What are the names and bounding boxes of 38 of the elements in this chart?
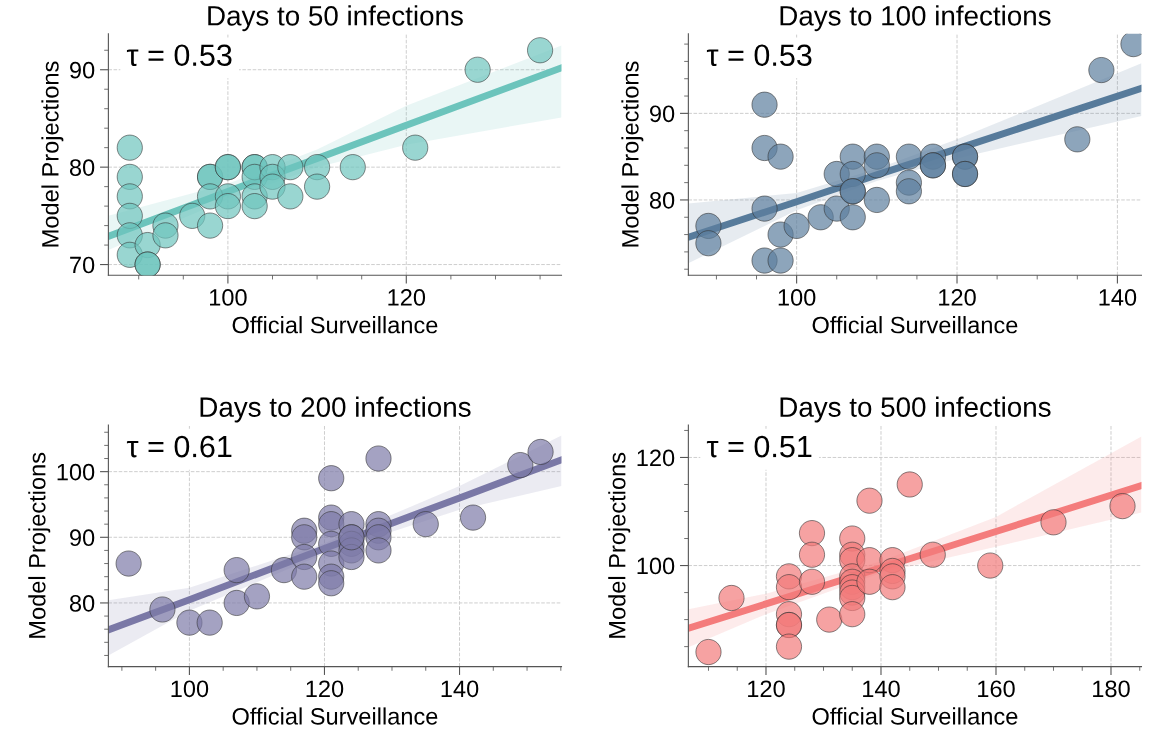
x-axis-title: Official Surveillance xyxy=(232,316,438,334)
chart-title: Days to 50 infections xyxy=(208,5,463,32)
y-tick-label: 100 xyxy=(57,463,95,481)
x-tick-label: 120 xyxy=(748,680,785,698)
y-axis-title: Model Projections xyxy=(41,61,64,247)
y-tick-label: 90 xyxy=(70,529,95,547)
y-axis-title: Model Projections xyxy=(28,452,51,638)
y-tick-label: 100 xyxy=(637,557,675,575)
y-tick-label: 80 xyxy=(69,595,95,612)
annotation: τ = 0.61 xyxy=(126,435,232,458)
chart-title: Days to 100 infections xyxy=(780,5,1051,32)
x-axis-title: Official Surveillance xyxy=(812,316,1018,334)
x-tick-label: 140 xyxy=(1099,289,1137,306)
annotation: τ = 0.51 xyxy=(706,435,812,458)
x-axis-title: Official Surveillance xyxy=(232,707,438,725)
y-axis-title: Model Projections xyxy=(621,61,644,247)
x-tick-label: 120 xyxy=(306,680,344,698)
annotation: τ = 0.53 xyxy=(706,44,812,67)
y-tick-label: 90 xyxy=(70,61,95,79)
x-tick-label: 100 xyxy=(210,289,247,306)
chart-title: Days to 200 infections xyxy=(200,396,471,423)
x-tick-label: 140 xyxy=(441,680,479,698)
chart-title: Days to 500 infections xyxy=(780,396,1051,423)
y-tick-label: 70 xyxy=(70,256,95,274)
x-tick-label: 160 xyxy=(978,680,1015,698)
x-tick-label: 180 xyxy=(1093,680,1130,698)
x-axis-title: Official Surveillance xyxy=(812,707,1018,725)
y-tick-label: 80 xyxy=(649,192,675,209)
x-tick-label: 120 xyxy=(939,289,976,306)
x-tick-label: 140 xyxy=(863,680,900,698)
x-tick-label: 100 xyxy=(778,289,816,306)
y-tick-label: 120 xyxy=(637,449,675,467)
y-tick-label: 80 xyxy=(69,159,95,176)
y-axis-title: Model Projections xyxy=(608,452,631,638)
y-tick-label: 90 xyxy=(650,105,675,123)
x-tick-label: 100 xyxy=(171,680,209,698)
x-tick-label: 120 xyxy=(388,289,426,306)
annotation: τ = 0.53 xyxy=(126,44,232,67)
